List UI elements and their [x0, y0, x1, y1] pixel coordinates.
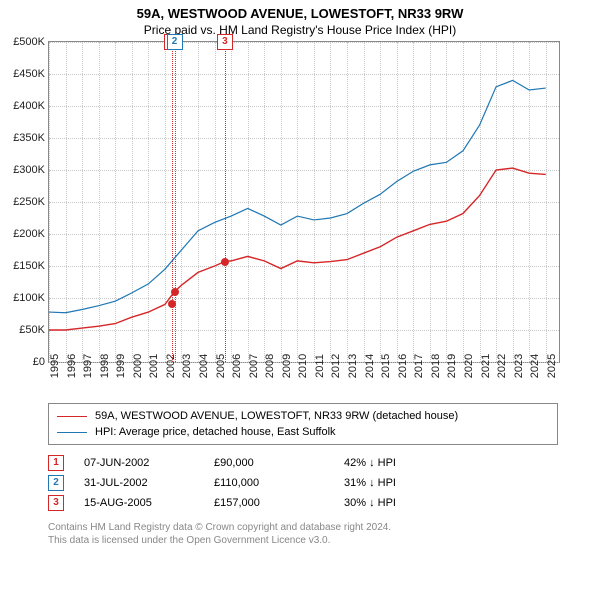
event-date: 31-JUL-2002	[84, 477, 214, 489]
legend: 59A, WESTWOOD AVENUE, LOWESTOFT, NR33 9R…	[48, 403, 558, 445]
y-axis-label: £350K	[13, 132, 45, 144]
y-axis-label: £400K	[13, 100, 45, 112]
legend-label: HPI: Average price, detached house, East…	[95, 426, 336, 438]
y-axis-label: £500K	[13, 36, 45, 48]
y-axis-label: £50K	[19, 324, 45, 336]
legend-swatch	[57, 416, 87, 417]
event-date: 07-JUN-2002	[84, 457, 214, 469]
y-axis-label: £150K	[13, 260, 45, 272]
event-row: 2 31-JUL-2002£110,00031% ↓ HPI	[48, 473, 558, 493]
event-date: 15-AUG-2005	[84, 497, 214, 509]
price-chart: £0£50K£100K£150K£200K£250K£300K£350K£400…	[48, 41, 560, 363]
y-axis-label: £0	[33, 356, 45, 368]
event-delta: 42% ↓ HPI	[344, 457, 396, 469]
legend-item: 59A, WESTWOOD AVENUE, LOWESTOFT, NR33 9R…	[57, 408, 549, 424]
price-dot	[221, 258, 229, 266]
y-axis-label: £200K	[13, 228, 45, 240]
event-price: £110,000	[214, 477, 344, 489]
series-property	[49, 168, 546, 330]
price-dot	[171, 288, 179, 296]
page-title: 59A, WESTWOOD AVENUE, LOWESTOFT, NR33 9R…	[0, 6, 600, 21]
event-row: 3 15-AUG-2005£157,00030% ↓ HPI	[48, 493, 558, 513]
event-number-box: 1	[48, 455, 64, 471]
legend-item: HPI: Average price, detached house, East…	[57, 424, 549, 440]
event-delta: 31% ↓ HPI	[344, 477, 396, 489]
event-delta: 30% ↓ HPI	[344, 497, 396, 509]
y-axis-label: £100K	[13, 292, 45, 304]
event-row: 1 07-JUN-2002£90,00042% ↓ HPI	[48, 453, 558, 473]
event-price: £157,000	[214, 497, 344, 509]
price-dot	[168, 300, 176, 308]
event-number-box: 3	[48, 495, 64, 511]
series-hpi	[49, 80, 546, 312]
y-axis-label: £300K	[13, 164, 45, 176]
attribution: Contains HM Land Registry data © Crown c…	[48, 521, 600, 547]
event-number-box: 2	[48, 475, 64, 491]
page-subtitle: Price paid vs. HM Land Registry's House …	[0, 23, 600, 37]
y-axis-label: £450K	[13, 68, 45, 80]
legend-label: 59A, WESTWOOD AVENUE, LOWESTOFT, NR33 9R…	[95, 410, 458, 422]
legend-swatch	[57, 432, 87, 433]
attribution-line-2: This data is licensed under the Open Gov…	[48, 534, 600, 547]
attribution-line-1: Contains HM Land Registry data © Crown c…	[48, 521, 600, 534]
y-axis-label: £250K	[13, 196, 45, 208]
event-price: £90,000	[214, 457, 344, 469]
events-table: 1 07-JUN-2002£90,00042% ↓ HPI 2 31-JUL-2002…	[48, 453, 558, 513]
